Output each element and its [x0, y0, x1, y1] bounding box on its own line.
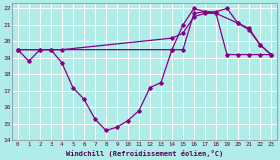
- X-axis label: Windchill (Refroidissement éolien,°C): Windchill (Refroidissement éolien,°C): [66, 150, 223, 156]
